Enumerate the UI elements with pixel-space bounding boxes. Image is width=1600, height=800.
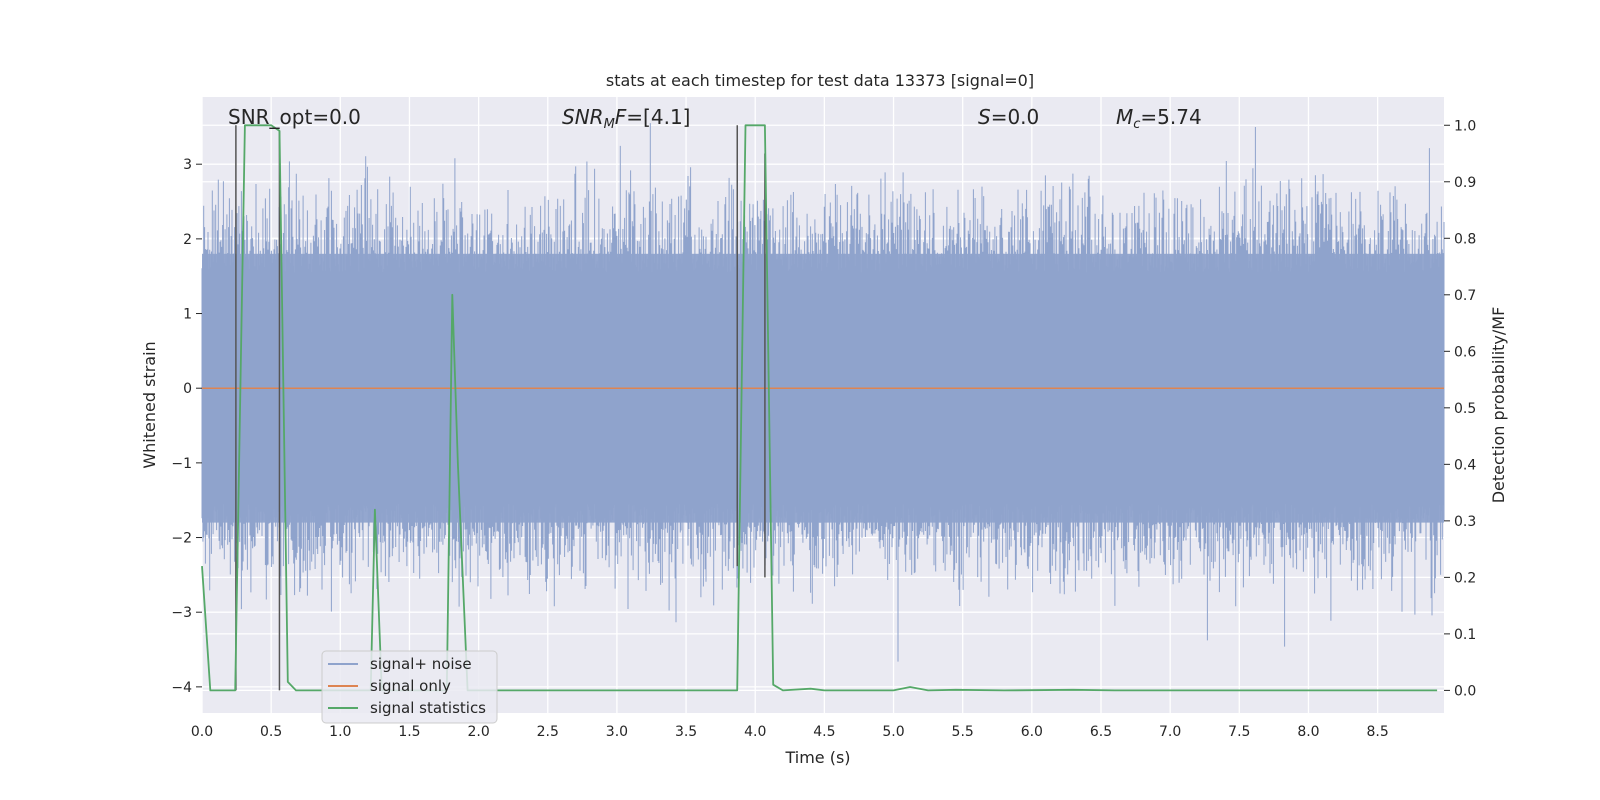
y-tick-label-right: 0.2 [1454, 570, 1476, 586]
x-tick-label: 4.0 [744, 724, 766, 740]
y-tick-label-right: 0.3 [1454, 514, 1476, 530]
y-tick-label-right: 0.6 [1454, 344, 1476, 360]
x-tick-label: 6.0 [1021, 724, 1043, 740]
y-tick-label-left: 3 [183, 157, 192, 173]
x-tick-label: 3.0 [606, 724, 628, 740]
legend-label-signal-only: signal only [370, 677, 451, 695]
annotation-snr-opt: SNR_opt=0.0 [228, 105, 361, 129]
y-tick-label-right: 1.0 [1454, 118, 1476, 134]
x-tick-label: 4.5 [813, 724, 835, 740]
axis-ticks: 0.0 0.5 1.0 1.5 2.0 2.5 3.0 3.5 4.0 4.5 5.0 5.5 6.0 6… [171, 118, 1476, 740]
x-tick-label: 1.5 [398, 724, 420, 740]
y-tick-label-right: 0.9 [1454, 175, 1476, 191]
x-tick-label: 7.5 [1228, 724, 1250, 740]
y-tick-label-left: −4 [171, 680, 192, 696]
y-tick-label-right: 0.5 [1454, 401, 1476, 417]
y-tick-label-left: −2 [171, 531, 192, 547]
y-tick-label-left: −3 [171, 605, 192, 621]
x-tick-label: 0.0 [191, 724, 213, 740]
marker-lines [235, 125, 766, 691]
x-tick-label: 7.0 [1159, 724, 1181, 740]
y-tick-label-left: 0 [183, 381, 192, 397]
y-tick-label-left: −1 [171, 456, 192, 472]
y-tick-label-right: 0.7 [1454, 288, 1476, 304]
y-tick-label-right: 0.4 [1454, 457, 1476, 473]
x-tick-label: 5.0 [882, 724, 904, 740]
annotation-mc: Mc=5.74 [1116, 105, 1202, 132]
x-tick-label: 5.5 [952, 724, 974, 740]
x-tick-label: 8.5 [1366, 724, 1388, 740]
noise-trace [201, 123, 1445, 662]
annotation-snr-mf: SNRMF=[4.1] [562, 105, 690, 132]
x-tick-label: 6.5 [1090, 724, 1112, 740]
legend-box [321, 650, 498, 724]
x-tick-label: 8.0 [1297, 724, 1319, 740]
y-tick-label-left: 2 [183, 232, 192, 248]
y-axis-left-label: Whitened strain [140, 341, 159, 468]
signal-statistics-line [201, 124, 1438, 692]
x-tick-label: 3.5 [675, 724, 697, 740]
x-tick-label: 1.0 [329, 724, 351, 740]
annotations: SNR_opt=0.0 SNRMF=[4.1] S=0.0 Mc=5.74 [228, 105, 1202, 132]
series-signal-statistics [201, 124, 1438, 692]
legend-label-signal-statistics: signal statistics [370, 699, 486, 717]
x-tick-label: 2.5 [537, 724, 559, 740]
annotation-s: S=0.0 [978, 105, 1039, 129]
x-tick-label: 0.5 [260, 724, 282, 740]
y-tick-label-left: 1 [183, 307, 192, 323]
y-tick-label-right: 0.8 [1454, 231, 1476, 247]
x-axis-label: Time (s) [784, 748, 850, 767]
y-axis-right-label: Detection probability/MF [1489, 307, 1508, 504]
chart-title: stats at each timestep for test data 133… [606, 71, 1034, 90]
legend: signal+ noise signal only signal statist… [321, 650, 498, 724]
legend-label-signal-noise: signal+ noise [370, 655, 472, 673]
y-tick-label-right: 0.0 [1454, 683, 1476, 699]
x-tick-label: 2.0 [467, 724, 489, 740]
y-tick-label-right: 0.1 [1454, 627, 1476, 643]
